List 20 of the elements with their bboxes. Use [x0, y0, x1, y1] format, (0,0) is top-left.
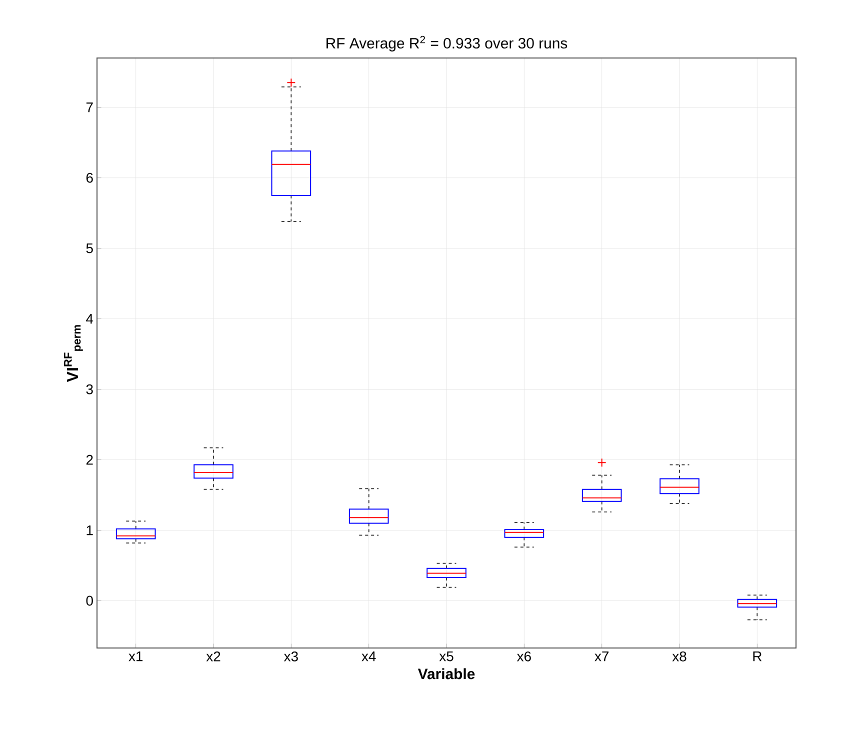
y-axis-title: VI$^{RF}$perm [64, 325, 83, 382]
x-tick-label: x7 [594, 652, 609, 662]
y-tick-label: 2 [86, 454, 93, 465]
x-tick-label: x6 [516, 651, 531, 662]
chart-title: RF Average R$^{2}$ = 0.933 over 30 runs [326, 36, 568, 52]
x-tick-label: x4 [362, 652, 376, 662]
x-tick-label: x2 [206, 651, 220, 662]
y-tick-label: 1 [86, 525, 93, 536]
y-tick-label: 5 [86, 243, 93, 254]
y-tick-label: 3 [86, 384, 93, 394]
x-tick-label: x8 [672, 651, 686, 662]
x-tick-label: x5 [439, 652, 454, 662]
y-tick-label: 0 [86, 596, 93, 606]
x-tick-label: x1 [128, 652, 143, 662]
x-tick-label: x3 [284, 651, 298, 662]
y-tick-label: 4 [86, 314, 94, 324]
y-tick-label: 7 [86, 102, 93, 112]
y-tick-label: 6 [86, 172, 93, 183]
x-axis-title: Variable [418, 668, 475, 680]
x-tick-label: R [753, 652, 762, 662]
